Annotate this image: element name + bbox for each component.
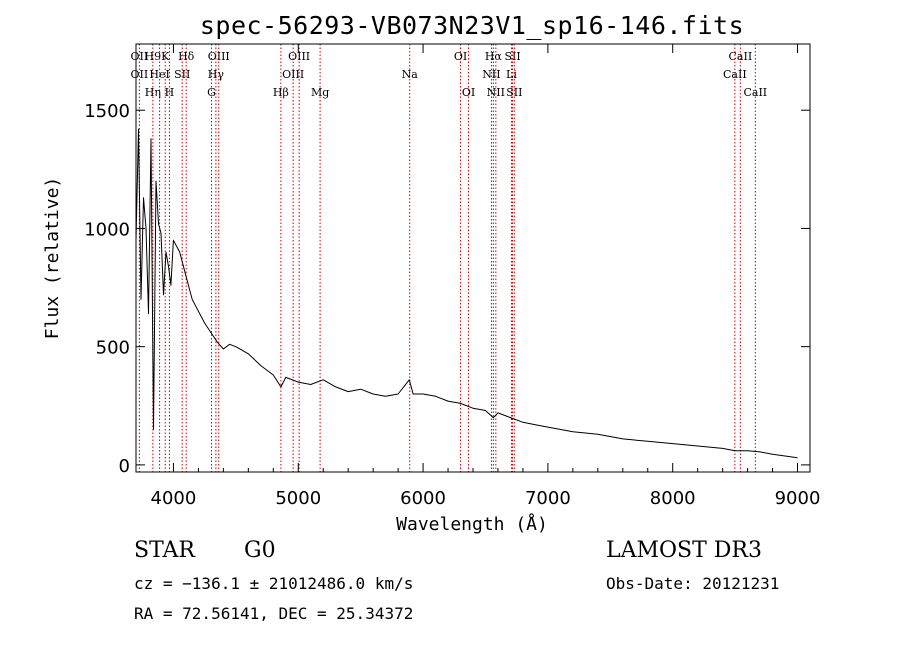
marker-label: OI xyxy=(462,86,475,99)
marker-label: Hα xyxy=(485,50,503,63)
marker-label: OII xyxy=(131,50,149,63)
object-class: STAR xyxy=(134,538,195,563)
marker-label: Hδ xyxy=(178,50,195,63)
marker-label: CaII xyxy=(729,50,753,63)
marker-label: OIII xyxy=(288,50,310,63)
marker-label: OI xyxy=(454,50,467,63)
marker-label: NII xyxy=(487,86,505,99)
x-tick-label: 7000 xyxy=(525,488,571,509)
marker-label: OIII xyxy=(282,68,304,81)
marker-label: Li xyxy=(506,68,517,81)
marker-label: Hη xyxy=(145,86,161,99)
marker-label: CaII xyxy=(743,86,767,99)
y-tick-label: 1000 xyxy=(84,219,130,240)
y-axis-label: Flux (relative) xyxy=(42,177,63,340)
flux-series-line xyxy=(135,128,798,459)
marker-label: OIII xyxy=(208,50,230,63)
x-tick-label: 8000 xyxy=(650,488,696,509)
x-axis-label: Wavelength (Å) xyxy=(396,513,548,535)
x-tick-label: 5000 xyxy=(275,488,321,509)
y-tick-label: 0 xyxy=(119,456,130,477)
marker-label: H9 xyxy=(145,50,162,63)
redshift-text: cz = −136.1 ± 21012486.0 km/s xyxy=(134,574,414,593)
x-tick-label: 4000 xyxy=(151,488,197,509)
obs-date: Obs-Date: 20121231 xyxy=(606,574,780,593)
marker-label: CaII xyxy=(723,68,747,81)
marker-label: Mg xyxy=(311,86,329,99)
marker-label: OII xyxy=(131,68,149,81)
marker-label: SII xyxy=(506,86,522,99)
subclass: G0 xyxy=(244,538,276,563)
survey-name: LAMOST DR3 xyxy=(606,538,762,563)
axes: 4000 5000 6000 7000 8000 9000 0 500 1000 1500 xyxy=(84,44,820,509)
marker-label: Hβ xyxy=(273,86,289,99)
marker-label: NII xyxy=(482,68,500,81)
x-tick-label: 6000 xyxy=(400,488,446,509)
marker-label: SII xyxy=(504,50,520,63)
marker-label: H xyxy=(165,86,175,99)
series-layer xyxy=(135,128,798,459)
marker-label: G xyxy=(207,86,216,99)
x-tick-label: 9000 xyxy=(775,488,821,509)
marker-label: Na xyxy=(402,68,419,81)
y-tick-label: 1500 xyxy=(84,101,130,122)
marker-label: HeI xyxy=(149,68,169,81)
marker-label: SII xyxy=(174,68,190,81)
coordinates: RA = 72.56141, DEC = 25.34372 xyxy=(134,604,414,623)
chart-title: spec-56293-VB073N23V1_sp16-146.fits xyxy=(200,11,744,40)
marker-label: Hγ xyxy=(208,68,225,81)
y-tick-label: 500 xyxy=(96,338,130,359)
marker-label: K xyxy=(161,50,170,63)
